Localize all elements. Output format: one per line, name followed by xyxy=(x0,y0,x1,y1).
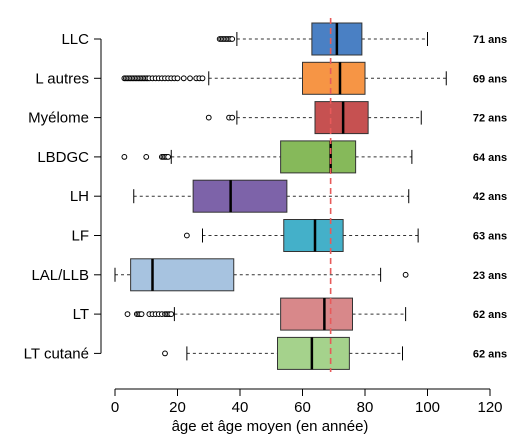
category-label: LF xyxy=(71,228,89,245)
box-lt xyxy=(124,297,407,331)
x-tick-label: 100 xyxy=(415,399,440,416)
category-label: LAL/LLB xyxy=(31,267,89,284)
box-iqr xyxy=(314,101,369,135)
box-my-lome xyxy=(205,101,422,135)
x-tick-label: 0 xyxy=(111,399,119,416)
x-tick-label: 60 xyxy=(294,399,311,416)
outlier-point xyxy=(165,154,172,160)
box-l-autres xyxy=(121,61,447,95)
category-axis: LLC L autres Myélome LBDGC LH LF LAL/LLB LT LT c… xyxy=(24,31,102,362)
outlier-point xyxy=(168,311,175,318)
box-lt-cutan- xyxy=(162,336,403,370)
box-lh xyxy=(133,179,410,213)
boxes-layer xyxy=(114,22,447,370)
outlier-point xyxy=(124,311,131,318)
category-label: Myélome xyxy=(28,110,89,127)
median-age-label: 62 ans xyxy=(473,348,507,360)
outlier-point xyxy=(229,36,236,42)
outlier-point xyxy=(180,75,187,82)
outlier-point xyxy=(138,311,145,318)
box-llc xyxy=(216,22,428,56)
outlier-point xyxy=(174,75,181,82)
category-label: LT xyxy=(73,306,89,323)
box-lbdgc xyxy=(121,140,413,174)
median-age-label: 62 ans xyxy=(473,309,507,321)
outlier-point xyxy=(183,232,190,239)
box-iqr xyxy=(280,297,353,331)
median-age-label: 72 ans xyxy=(473,113,507,125)
box-lf xyxy=(183,219,419,252)
x-tick-label: 20 xyxy=(169,399,186,416)
category-label: LBDGC xyxy=(37,149,89,166)
box-iqr xyxy=(283,219,344,252)
box-iqr xyxy=(302,61,366,95)
median-age-label: 71 ans xyxy=(473,34,507,46)
x-axis-title: âge et âge moyen (en année) xyxy=(172,418,369,435)
box-iqr xyxy=(277,336,350,370)
outlier-point xyxy=(162,350,168,357)
category-label: LT cutané xyxy=(24,345,89,362)
outlier-point xyxy=(121,154,128,160)
outlier-point xyxy=(205,114,212,121)
median-age-label: 23 ans xyxy=(473,270,507,282)
box-lal-llb xyxy=(114,258,409,292)
outlier-point xyxy=(187,75,193,82)
box-iqr xyxy=(280,140,357,174)
median-age-label: 42 ans xyxy=(473,191,507,203)
outlier-point xyxy=(402,271,409,278)
median-age-label: 64 ans xyxy=(473,152,507,164)
x-axis: 0 20 40 60 80 100 120 xyxy=(111,388,503,416)
outlier-point xyxy=(143,154,150,160)
median-age-label: 69 ans xyxy=(473,73,507,85)
category-label: LLC xyxy=(61,31,89,48)
x-tick-label: 120 xyxy=(477,399,502,416)
median-age-label: 63 ans xyxy=(473,231,507,243)
x-tick-label: 80 xyxy=(357,399,374,416)
median-labels-layer: 71 ans 69 ans 72 ans 64 ans 42 ans 63 ans 23 a… xyxy=(473,34,507,360)
box-iqr xyxy=(130,258,235,292)
outlier-point xyxy=(229,114,236,121)
category-label: LH xyxy=(70,188,89,205)
x-tick-label: 40 xyxy=(232,399,249,416)
outlier-point xyxy=(199,75,206,82)
category-label: L autres xyxy=(35,70,89,87)
box-iqr xyxy=(192,179,288,213)
